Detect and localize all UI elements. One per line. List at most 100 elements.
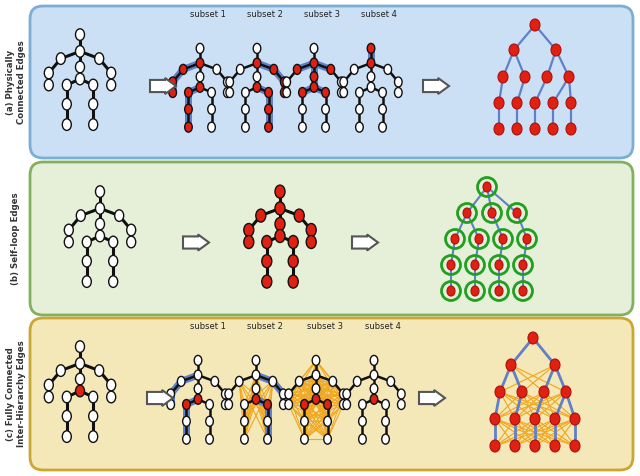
Ellipse shape	[223, 88, 231, 98]
Ellipse shape	[44, 67, 53, 79]
Ellipse shape	[506, 359, 516, 371]
Ellipse shape	[95, 365, 104, 377]
Ellipse shape	[570, 440, 580, 452]
Ellipse shape	[194, 394, 202, 404]
Ellipse shape	[109, 276, 118, 288]
Ellipse shape	[253, 43, 261, 53]
Ellipse shape	[310, 72, 318, 82]
Ellipse shape	[275, 218, 285, 230]
Ellipse shape	[451, 234, 459, 244]
Ellipse shape	[196, 72, 204, 82]
Ellipse shape	[561, 386, 571, 398]
Ellipse shape	[236, 377, 243, 387]
Ellipse shape	[340, 88, 348, 98]
Ellipse shape	[475, 234, 483, 244]
Ellipse shape	[76, 29, 84, 40]
Ellipse shape	[483, 182, 491, 192]
Ellipse shape	[337, 77, 345, 87]
Ellipse shape	[548, 97, 558, 109]
Ellipse shape	[194, 370, 202, 380]
Ellipse shape	[244, 224, 254, 237]
Ellipse shape	[252, 370, 260, 380]
Ellipse shape	[107, 67, 116, 79]
Ellipse shape	[226, 77, 234, 87]
Ellipse shape	[208, 122, 215, 132]
Ellipse shape	[252, 356, 260, 366]
Ellipse shape	[62, 99, 71, 110]
Ellipse shape	[241, 434, 248, 444]
Ellipse shape	[513, 208, 521, 218]
Ellipse shape	[256, 209, 266, 222]
Ellipse shape	[109, 256, 118, 267]
Ellipse shape	[512, 123, 522, 135]
Ellipse shape	[530, 123, 540, 135]
Ellipse shape	[196, 82, 204, 92]
Ellipse shape	[397, 399, 405, 409]
Ellipse shape	[512, 97, 522, 109]
Ellipse shape	[495, 260, 503, 270]
Text: (c) Fully Connected
Inter-Hierarchy Edges: (c) Fully Connected Inter-Hierarchy Edge…	[6, 341, 26, 447]
Ellipse shape	[312, 394, 320, 404]
Text: subset 2: subset 2	[247, 322, 283, 331]
Polygon shape	[150, 78, 176, 94]
FancyBboxPatch shape	[30, 318, 633, 470]
FancyBboxPatch shape	[30, 162, 633, 315]
Ellipse shape	[384, 64, 392, 74]
Ellipse shape	[56, 53, 65, 64]
Ellipse shape	[226, 88, 234, 98]
Ellipse shape	[242, 88, 249, 98]
Ellipse shape	[280, 88, 288, 98]
Ellipse shape	[182, 399, 190, 409]
Ellipse shape	[327, 64, 335, 74]
Ellipse shape	[89, 99, 98, 110]
Ellipse shape	[62, 119, 71, 130]
Ellipse shape	[397, 389, 405, 399]
Ellipse shape	[306, 236, 316, 248]
Ellipse shape	[381, 399, 389, 409]
Ellipse shape	[510, 413, 520, 425]
Text: subset 1: subset 1	[190, 322, 226, 331]
Ellipse shape	[294, 209, 304, 222]
Ellipse shape	[213, 64, 221, 74]
Ellipse shape	[275, 229, 285, 242]
Ellipse shape	[322, 104, 330, 114]
Ellipse shape	[264, 434, 271, 444]
Ellipse shape	[76, 73, 84, 85]
Ellipse shape	[370, 356, 378, 366]
Ellipse shape	[495, 286, 503, 296]
Ellipse shape	[490, 413, 500, 425]
Ellipse shape	[370, 394, 378, 404]
Ellipse shape	[356, 104, 364, 114]
Ellipse shape	[471, 260, 479, 270]
Text: subset 4: subset 4	[365, 322, 401, 331]
Ellipse shape	[381, 434, 389, 444]
Ellipse shape	[312, 370, 320, 380]
Ellipse shape	[367, 58, 375, 68]
Ellipse shape	[194, 384, 202, 394]
Polygon shape	[183, 235, 209, 250]
Ellipse shape	[62, 410, 71, 422]
Ellipse shape	[252, 394, 260, 404]
Ellipse shape	[179, 64, 187, 74]
Ellipse shape	[76, 61, 84, 73]
Ellipse shape	[570, 413, 580, 425]
Ellipse shape	[517, 386, 527, 398]
Ellipse shape	[241, 416, 248, 426]
Ellipse shape	[324, 434, 332, 444]
Ellipse shape	[288, 255, 298, 268]
Ellipse shape	[394, 77, 402, 87]
Ellipse shape	[499, 234, 507, 244]
Ellipse shape	[329, 377, 337, 387]
Ellipse shape	[358, 416, 366, 426]
Ellipse shape	[356, 122, 364, 132]
Polygon shape	[423, 78, 449, 94]
Ellipse shape	[76, 373, 84, 385]
Ellipse shape	[223, 77, 231, 87]
Ellipse shape	[370, 384, 378, 394]
Ellipse shape	[95, 218, 104, 230]
Ellipse shape	[182, 416, 190, 426]
Ellipse shape	[83, 236, 92, 248]
Ellipse shape	[89, 431, 98, 442]
Ellipse shape	[264, 399, 271, 409]
Ellipse shape	[264, 416, 271, 426]
